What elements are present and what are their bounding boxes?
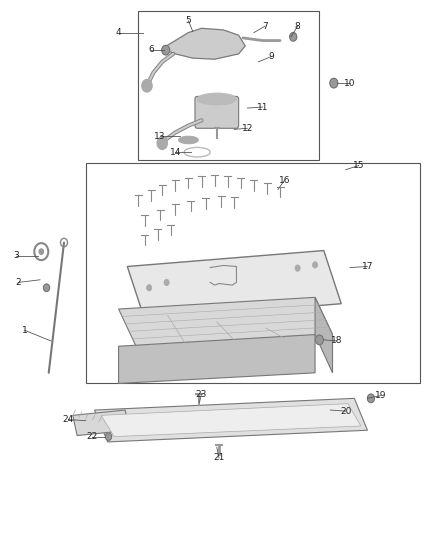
Circle shape xyxy=(106,433,112,440)
Circle shape xyxy=(39,249,43,254)
Text: 18: 18 xyxy=(331,336,343,345)
Text: 13: 13 xyxy=(154,132,166,141)
Circle shape xyxy=(290,33,297,41)
Text: 8: 8 xyxy=(295,22,300,31)
Circle shape xyxy=(147,285,152,291)
Text: 20: 20 xyxy=(340,407,351,416)
Polygon shape xyxy=(95,398,367,442)
Text: 9: 9 xyxy=(268,52,274,61)
Text: 24: 24 xyxy=(63,415,74,424)
Polygon shape xyxy=(119,297,332,346)
Circle shape xyxy=(162,45,170,55)
Ellipse shape xyxy=(197,93,237,105)
Text: 5: 5 xyxy=(186,17,191,26)
Polygon shape xyxy=(119,335,315,383)
Bar xyxy=(86,163,420,383)
Text: 2: 2 xyxy=(15,278,21,287)
Ellipse shape xyxy=(179,136,198,144)
Circle shape xyxy=(330,78,338,88)
Circle shape xyxy=(315,335,323,345)
Text: 7: 7 xyxy=(262,22,268,31)
Bar xyxy=(138,11,319,160)
Circle shape xyxy=(142,79,152,92)
Circle shape xyxy=(157,137,167,150)
Polygon shape xyxy=(73,410,130,435)
Circle shape xyxy=(295,265,300,271)
Polygon shape xyxy=(101,403,361,437)
Text: 3: 3 xyxy=(13,252,19,260)
Circle shape xyxy=(312,262,318,268)
Text: 1: 1 xyxy=(22,326,28,335)
FancyBboxPatch shape xyxy=(195,96,239,128)
Text: 11: 11 xyxy=(257,102,268,111)
Polygon shape xyxy=(315,297,332,373)
Text: 10: 10 xyxy=(344,78,356,87)
Circle shape xyxy=(164,279,169,286)
Text: 21: 21 xyxy=(213,454,225,463)
Text: 16: 16 xyxy=(279,176,290,185)
Text: 19: 19 xyxy=(375,391,386,400)
Polygon shape xyxy=(127,251,341,320)
Text: 23: 23 xyxy=(196,390,207,399)
Text: 6: 6 xyxy=(148,45,154,54)
Circle shape xyxy=(367,394,374,402)
Polygon shape xyxy=(162,28,245,59)
Text: 15: 15 xyxy=(353,161,364,170)
Text: 12: 12 xyxy=(242,124,253,133)
Text: 17: 17 xyxy=(362,262,373,271)
Text: 14: 14 xyxy=(170,148,181,157)
Text: 22: 22 xyxy=(87,432,98,441)
Circle shape xyxy=(43,284,49,292)
Text: 4: 4 xyxy=(116,28,121,37)
